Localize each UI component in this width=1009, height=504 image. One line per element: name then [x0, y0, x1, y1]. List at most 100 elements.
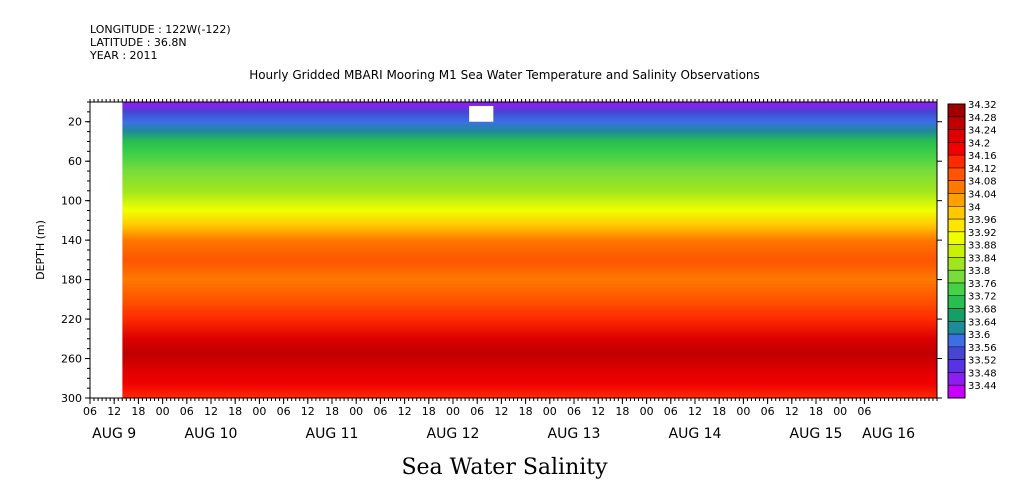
x-day-label: AUG 9 — [92, 426, 136, 442]
x-tick-label: 12 — [591, 405, 605, 418]
header-year: YEAR : 2011 — [90, 49, 158, 62]
colorbar-swatch — [948, 155, 965, 168]
colorbar-swatch — [948, 270, 965, 283]
x-tick-label: 12 — [398, 405, 412, 418]
x-tick-label: 06 — [470, 405, 484, 418]
colorbar-swatch — [948, 308, 965, 322]
salinity-field — [122, 102, 938, 398]
colorbar-swatch — [948, 295, 965, 309]
x-tick-label: 06 — [567, 405, 581, 418]
header-longitude: LONGITUDE : 122W(-122) — [90, 23, 231, 36]
y-tick-label: 100 — [61, 195, 82, 208]
colorbar-swatch — [948, 180, 965, 194]
x-tick-label: 12 — [204, 405, 218, 418]
chart-title: Hourly Gridded MBARI Mooring M1 Sea Wate… — [249, 68, 760, 82]
x-tick-label: 12 — [494, 405, 508, 418]
x-tick-label: 18 — [615, 405, 629, 418]
x-tick-label: 00 — [349, 405, 363, 418]
x-tick-label: 18 — [519, 405, 533, 418]
colorbar-swatch — [948, 231, 965, 245]
colorbar-label: 33.72 — [968, 292, 997, 303]
x-tick-label: 06 — [373, 405, 387, 418]
colorbar-label: 33.6 — [968, 330, 990, 341]
x-tick-label: 18 — [131, 405, 145, 418]
x-axis: 06 12 18 00 06 12 18 00 06 12 18 00 06 12 18 00 06 12 18 00… — [83, 99, 938, 442]
colorbar-label: 33.76 — [968, 279, 997, 290]
x-tick-label: 00 — [543, 405, 557, 418]
x-tick-label: 18 — [325, 405, 339, 418]
x-tick-label: 00 — [640, 405, 654, 418]
colorbar-swatch — [948, 334, 965, 347]
x-tick-label: 06 — [83, 405, 97, 418]
x-day-label: AUG 16 — [862, 426, 915, 442]
x-tick-label: 12 — [301, 405, 315, 418]
x-day-label: AUG 10 — [185, 426, 238, 442]
colorbar-label: 34.08 — [968, 177, 997, 188]
x-tick-label: 06 — [664, 405, 678, 418]
colorbar-label: 33.56 — [968, 343, 997, 354]
colorbar-label: 34.04 — [968, 189, 997, 200]
colorbar-swatch — [948, 321, 965, 335]
colorbar-swatch — [948, 104, 965, 117]
y-tick-label: 60 — [68, 155, 82, 168]
x-tick-label: 00 — [156, 405, 170, 418]
missing-data-block — [469, 105, 494, 122]
colorbar-swatch — [948, 142, 965, 156]
colorbar-label: 33.92 — [968, 228, 997, 239]
colorbar-label: 34 — [968, 202, 981, 213]
colorbar-swatch — [948, 129, 965, 143]
header-latitude: LATITUDE : 36.8N — [90, 36, 187, 49]
plot-area — [89, 101, 938, 399]
x-tick-label: 00 — [833, 405, 847, 418]
colorbar-swatch — [948, 359, 965, 373]
colorbar-label: 33.64 — [968, 317, 997, 328]
y-axis-label: DEPTH (m) — [34, 220, 47, 280]
x-day-label: AUG 14 — [669, 426, 722, 442]
colorbar-swatch — [948, 116, 965, 130]
colorbar-label: 33.44 — [968, 381, 997, 392]
colorbar-label: 34.12 — [968, 164, 997, 175]
x-tick-label: 18 — [228, 405, 242, 418]
colorbar-label: 33.48 — [968, 368, 997, 379]
y-tick-label: 140 — [61, 234, 82, 247]
colorbar-label: 33.96 — [968, 215, 997, 226]
colorbar-label: 34.16 — [968, 151, 997, 162]
colorbar-swatch — [948, 282, 965, 296]
colorbar-label: 33.52 — [968, 356, 997, 367]
x-tick-label: 18 — [422, 405, 436, 418]
x-tick-label: 18 — [712, 405, 726, 418]
colorbar-swatch — [948, 385, 965, 398]
colorbar-label: 34.28 — [968, 113, 997, 124]
colorbar-label: 33.8 — [968, 266, 990, 277]
colorbar-label: 34.2 — [968, 138, 990, 149]
x-tick-label: 06 — [277, 405, 291, 418]
colorbar-swatch — [948, 219, 965, 232]
y-tick-label: 300 — [61, 392, 82, 405]
x-tick-label: 12 — [107, 405, 121, 418]
colorbar-swatch — [948, 244, 965, 258]
variable-label: Sea Water Salinity — [401, 455, 608, 480]
x-tick-label: 06 — [857, 405, 871, 418]
colorbar-swatch — [948, 206, 965, 220]
x-day-label: AUG 15 — [790, 426, 843, 442]
x-tick-label: 00 — [446, 405, 460, 418]
y-tick-label: 260 — [61, 353, 82, 366]
y-tick-label: 20 — [68, 116, 82, 129]
colorbar-swatch — [948, 372, 965, 386]
x-tick-label: 18 — [809, 405, 823, 418]
colorbar-label: 33.84 — [968, 253, 997, 264]
y-tick-label: 220 — [61, 313, 82, 326]
x-tick-label: 06 — [761, 405, 775, 418]
colorbar-label: 34.32 — [968, 100, 997, 111]
x-tick-label: 00 — [736, 405, 750, 418]
colorbar-swatch — [948, 257, 965, 271]
colorbar-swatch — [948, 346, 965, 360]
y-tick-label: 180 — [61, 274, 82, 287]
x-tick-label: 00 — [252, 405, 266, 418]
colorbar-label: 34.24 — [968, 126, 997, 137]
colorbar-label: 33.68 — [968, 305, 997, 316]
missing-data-block — [90, 102, 123, 398]
colorbar-label: 33.88 — [968, 241, 997, 252]
